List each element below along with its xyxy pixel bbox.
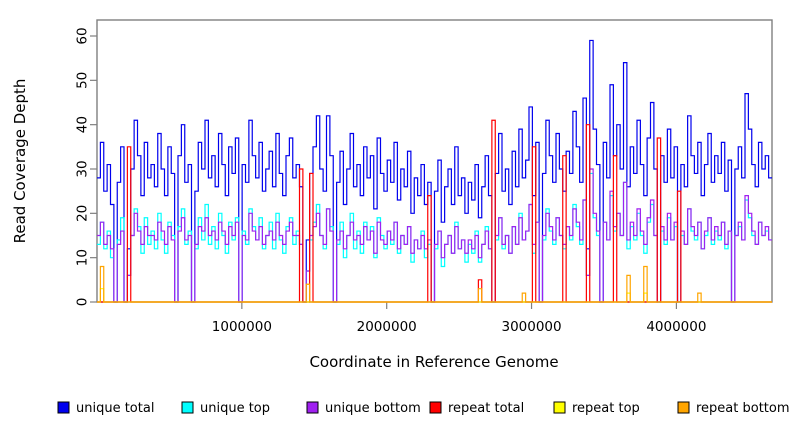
y-axis-title: Read Coverage Depth: [11, 79, 29, 244]
legend-label: unique total: [76, 401, 154, 416]
y-tick-label: 50: [75, 72, 91, 89]
legend-label: repeat top: [572, 401, 640, 416]
legend-item-unique-total: unique total: [57, 401, 154, 416]
legend-item-unique-bottom: unique bottom: [306, 401, 421, 416]
legend-label: unique bottom: [325, 401, 421, 416]
legend-swatch-unique-top: [181, 401, 194, 414]
legend-swatch-unique-total: [57, 401, 70, 414]
y-tick-label: 10: [75, 249, 91, 266]
legend-swatch-repeat-total: [429, 401, 442, 414]
series-repeat-bottom: [97, 265, 772, 303]
x-tick-label: 1000000: [212, 319, 272, 335]
legend-label: unique top: [200, 401, 270, 416]
x-tick-label: 2000000: [357, 319, 417, 335]
legend: unique total unique top unique bottom repea…: [57, 401, 790, 416]
y-axis: 0 10 20 30 40 50 60: [75, 27, 97, 307]
legend-label: repeat total: [448, 401, 524, 416]
x-axis-title: Coordinate in Reference Genome: [309, 353, 558, 371]
x-axis: 1000000 2000000 3000000 4000000: [212, 302, 706, 335]
legend-swatch-repeat-top: [553, 401, 566, 414]
y-tick-label: 20: [75, 205, 91, 222]
legend-item-unique-top: unique top: [181, 401, 270, 416]
legend-label: repeat bottom: [696, 401, 790, 416]
y-tick-label: 30: [75, 160, 91, 177]
y-tick-label: 40: [75, 116, 91, 133]
y-tick-label: 0: [75, 298, 91, 307]
legend-swatch-repeat-bottom: [677, 401, 690, 414]
legend-item-repeat-bottom: repeat bottom: [677, 401, 790, 416]
legend-item-repeat-total: repeat total: [429, 401, 524, 416]
data-series: [97, 39, 772, 303]
x-tick-label: 3000000: [501, 319, 561, 335]
legend-item-repeat-top: repeat top: [553, 401, 640, 416]
legend-swatch-unique-bottom: [306, 401, 319, 414]
x-tick-label: 4000000: [646, 319, 706, 335]
y-tick-label: 60: [75, 27, 91, 44]
